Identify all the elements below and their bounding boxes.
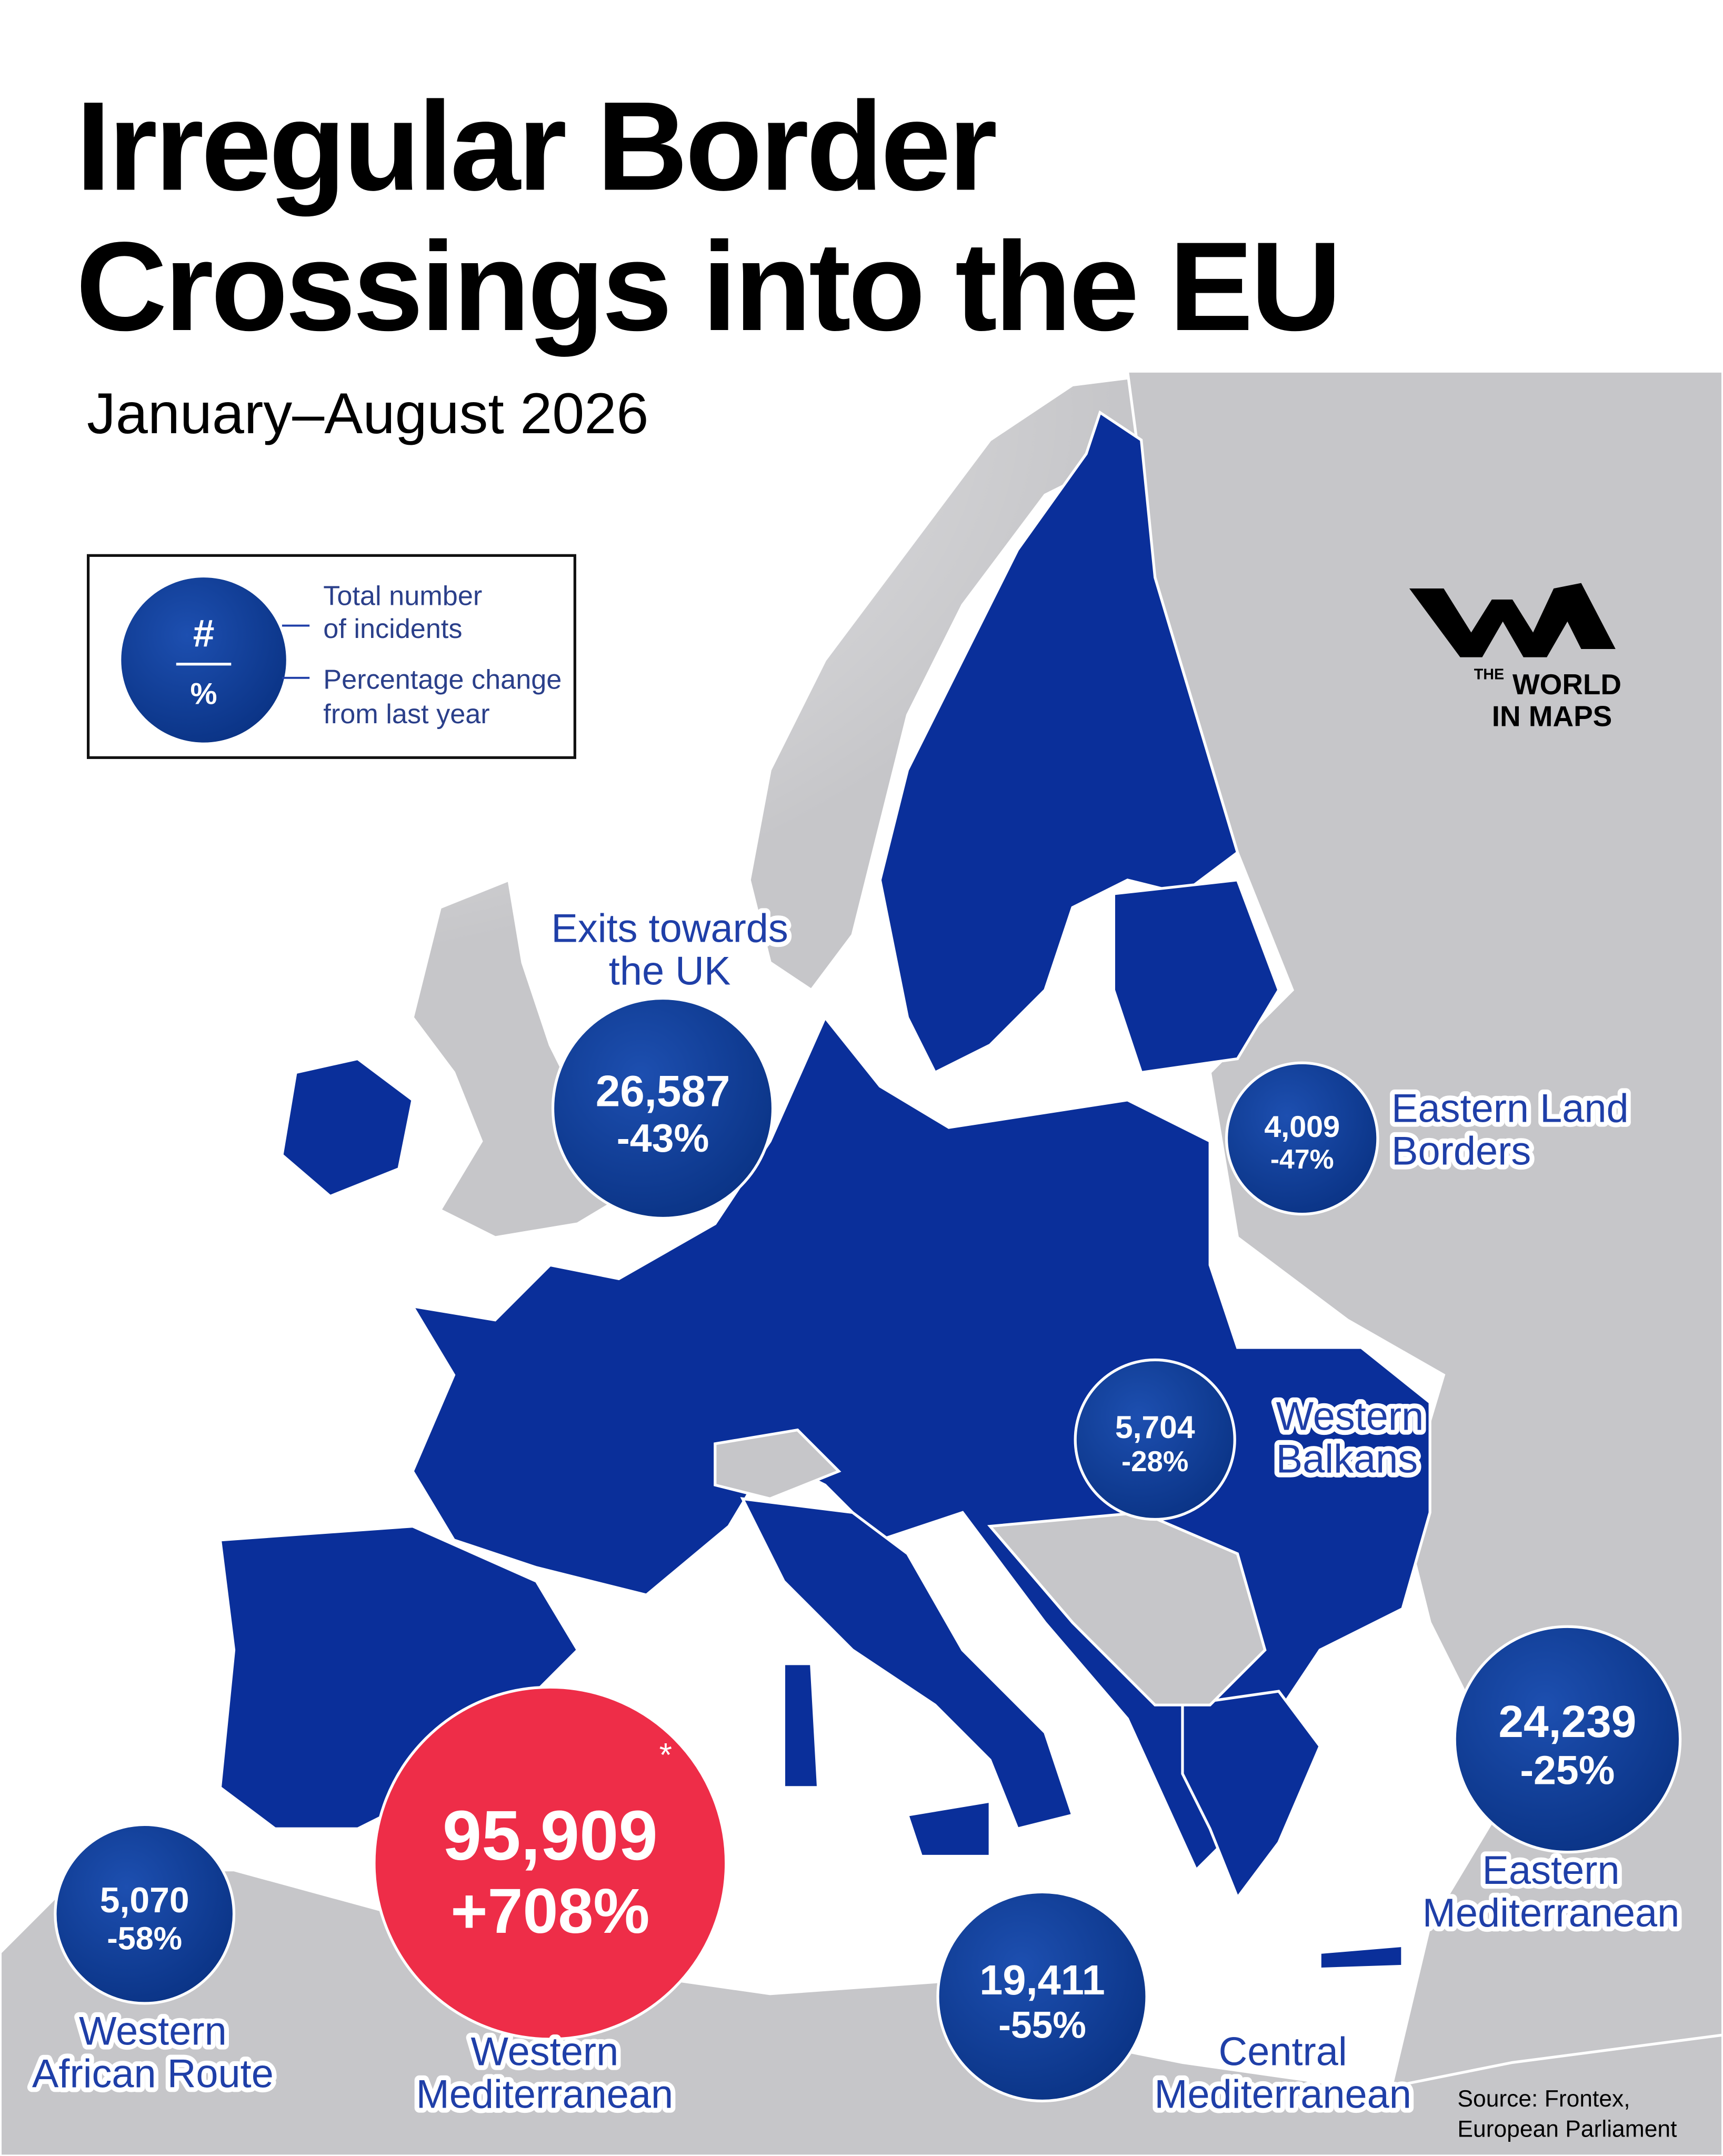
legend-label: of incidents: [323, 614, 462, 644]
route-name: Western: [79, 2009, 227, 2053]
italy: [740, 1497, 1075, 1831]
legend-label: Percentage change: [323, 665, 562, 695]
legend-count-symbol: #: [193, 612, 215, 655]
title-line: Crossings into the EU: [76, 215, 1339, 357]
route-count: 4,009: [1264, 1110, 1340, 1144]
route-change: -28%: [1121, 1445, 1188, 1478]
route-note: *: [659, 1737, 672, 1774]
eu-land: [218, 410, 1431, 1971]
legend-label: from last year: [323, 699, 489, 730]
route-count: 95,909: [443, 1796, 658, 1875]
legend-bubble: [121, 577, 286, 743]
route-bubble: [1074, 1358, 1236, 1521]
legend-label: Total number: [323, 581, 482, 611]
route-change: -55%: [998, 2004, 1086, 2047]
route-count: 26,587: [596, 1066, 730, 1115]
route-count: 24,239: [1498, 1696, 1636, 1747]
logo-text: IN MAPS: [1492, 700, 1612, 732]
route-name: the UK: [609, 949, 731, 993]
route-bubble: [1225, 1061, 1379, 1216]
switzerland: [714, 1428, 842, 1501]
source: Source: Frontex,: [1457, 2086, 1630, 2112]
non-eu-enclaves: [714, 1428, 1267, 1706]
route-bubble: [373, 1685, 728, 2041]
route-name: Mediterranean: [416, 2072, 673, 2117]
logo-text: THE: [1474, 666, 1504, 683]
baltics: [1112, 879, 1280, 1074]
logo-text: WORLD: [1512, 668, 1621, 701]
logo: THE WORLD IN MAPS: [1409, 583, 1621, 732]
sardinia: [782, 1662, 820, 1789]
subtitle: January–August 2026: [87, 382, 648, 446]
legend: # % Total number of incidents Percentage…: [87, 554, 576, 759]
route-bubble: [936, 1890, 1148, 2103]
route-name: Borders: [1391, 1129, 1531, 1174]
source: European Parliament: [1457, 2116, 1677, 2142]
route-change: -58%: [107, 1920, 182, 1956]
route-name: Mediterranean: [1154, 2072, 1411, 2117]
route-name: Western: [471, 2030, 619, 2074]
legend-change-symbol: %: [190, 677, 217, 711]
route-bubble: [54, 1823, 236, 2005]
route-change: -47%: [1270, 1144, 1334, 1174]
route-name: Eastern Land: [1391, 1086, 1629, 1131]
route-change: -25%: [1520, 1748, 1615, 1793]
route-bubble: [551, 996, 775, 1220]
route-change: -43%: [617, 1116, 709, 1160]
route-name: Western: [1276, 1394, 1424, 1439]
sicily: [906, 1799, 991, 1858]
route-name: Central: [1219, 2030, 1347, 2074]
crete: [1318, 1944, 1404, 1971]
route-count: 5,070: [100, 1881, 189, 1920]
route-count: 5,704: [1115, 1409, 1195, 1445]
route-name: African Route: [32, 2051, 274, 2096]
route-change: +708%: [450, 1875, 649, 1947]
logo-mark: [1409, 583, 1616, 657]
route-name: Balkans: [1276, 1437, 1418, 1482]
route-count: 19,411: [979, 1957, 1105, 2003]
route-bubble: [1453, 1625, 1682, 1854]
nordics: [878, 410, 1239, 1075]
ireland: [281, 1057, 414, 1198]
route-name: Mediterranean: [1423, 1891, 1679, 1935]
route-name: Exits towards: [551, 906, 788, 951]
greece: [1181, 1690, 1322, 1901]
title-line: Irregular Border: [76, 75, 996, 216]
route-name: Eastern: [1482, 1848, 1620, 1893]
